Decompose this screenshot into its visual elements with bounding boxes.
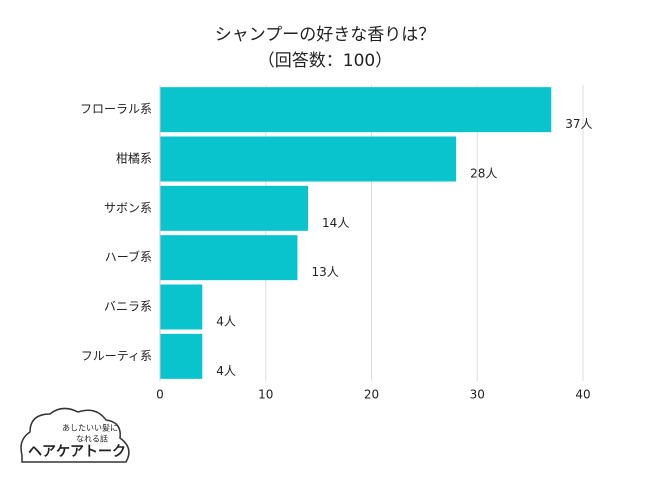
- x-tick-label: 30: [470, 388, 485, 402]
- value-label: 28人: [470, 167, 497, 181]
- y-tick-label: ハーブ系: [105, 249, 152, 264]
- bar: [160, 136, 457, 182]
- logo-tagline: なれる話: [76, 434, 108, 444]
- value-label: 4人: [216, 364, 236, 378]
- value-label: 4人: [216, 315, 236, 329]
- bar: [160, 333, 203, 379]
- value-label: 37人: [565, 117, 592, 131]
- bar: [160, 284, 203, 330]
- x-tick-label: 10: [258, 388, 273, 402]
- y-tick-label: フローラル系: [80, 102, 152, 116]
- y-tick-label: バニラ系: [104, 300, 152, 314]
- chart-title: シャンプーの好きな香りは？: [215, 25, 436, 45]
- bar: [160, 87, 552, 133]
- bar: [160, 185, 309, 231]
- value-label: 13人: [311, 265, 338, 279]
- x-tick-label: 0: [156, 388, 164, 402]
- logo-name: ヘアケアトーク: [28, 444, 126, 460]
- logo-cloud: [20, 407, 130, 463]
- chart-subtitle: （回答数：100）: [258, 51, 392, 71]
- y-tick-label: サボン系: [104, 201, 152, 215]
- y-tick-label: フルーティ系: [81, 349, 152, 363]
- logo-tagline: あしたいい髪に: [62, 423, 118, 433]
- logo: あしたいい髪に なれる話 ヘアケアトーク: [20, 407, 130, 463]
- y-tick-label: 柑橘系: [116, 151, 152, 166]
- x-tick-label: 40: [575, 388, 590, 402]
- bar: [160, 235, 298, 281]
- value-label: 14人: [322, 216, 349, 230]
- x-tick-label: 20: [364, 388, 379, 402]
